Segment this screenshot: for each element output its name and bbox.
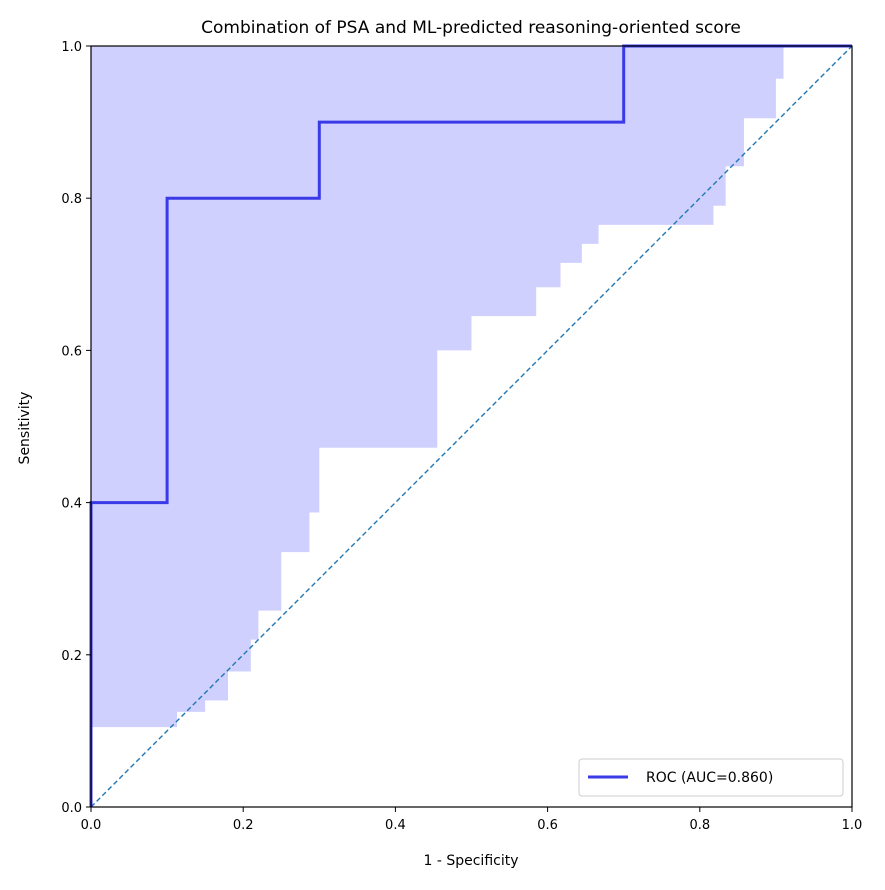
y-tick-label: 0.0 xyxy=(61,801,82,816)
x-axis-label: 1 - Specificity xyxy=(423,853,518,869)
x-tick-label: 0.0 xyxy=(81,818,102,833)
x-tick-label: 0.6 xyxy=(537,818,558,833)
x-tick-label: 0.8 xyxy=(689,818,710,833)
plot-area xyxy=(89,44,853,808)
y-tick-label: 0.4 xyxy=(61,497,82,512)
legend-box xyxy=(578,758,844,797)
axis-ticks: 0.0 0.2 0.4 0.6 0.8 1.0 0.0 0.2 0.4 0.6 0.8 1.0 xyxy=(61,40,862,833)
legend-label-roc: ROC (AUC=0.860) xyxy=(646,770,773,786)
x-tick-label: 0.2 xyxy=(233,818,254,833)
axes-frame xyxy=(90,45,853,808)
legend: ROC (AUC=0.860) xyxy=(578,758,844,797)
y-tick-label: 1.0 xyxy=(61,40,82,55)
y-tick-label: 0.8 xyxy=(61,192,82,207)
y-axis-label: Sensitivity xyxy=(17,392,33,465)
x-tick-label: 1.0 xyxy=(842,818,863,833)
chance-line xyxy=(90,45,853,808)
roc-curve-0 xyxy=(89,44,852,807)
x-tick-label: 0.4 xyxy=(385,818,406,833)
chart-title: Combination of PSA and ML-predicted reas… xyxy=(201,18,741,38)
y-tick-label: 0.6 xyxy=(61,344,82,359)
y-tick-label: 0.2 xyxy=(61,649,82,664)
confidence-band xyxy=(91,46,852,728)
